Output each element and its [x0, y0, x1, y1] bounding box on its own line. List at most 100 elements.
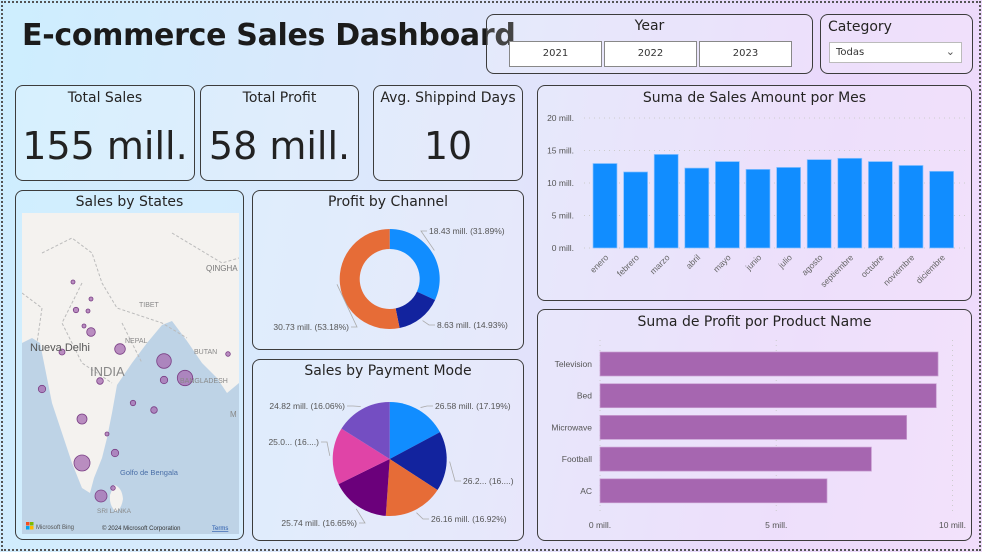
data-label: 25.74 mill. (16.65%): [281, 518, 357, 528]
y-tick-label: Football: [562, 454, 592, 464]
map-bubble: [73, 454, 91, 472]
bar-febrero: [623, 171, 648, 249]
bar-junio: [745, 168, 771, 249]
chart-title: Profit by Channel: [327, 194, 449, 210]
map-bubble: [88, 296, 94, 302]
map-bubble: [110, 485, 116, 491]
label-qinghai: QINGHA: [206, 264, 238, 273]
map-bubble: [156, 353, 172, 369]
bar-enero: [592, 163, 618, 249]
category-selected: Todas: [836, 47, 865, 58]
profit-by-channel-card: Profit by Channel 18.43 mill. (31.89%) 8.…: [252, 190, 524, 350]
map-copyright: © 2024 Microsoft Corporation: [102, 525, 180, 532]
slice-0: [389, 402, 440, 459]
data-label: 8.63 mill. (14.93%): [437, 320, 508, 330]
kpi-value: 155 mill.: [22, 124, 188, 168]
bar-Football: [599, 446, 872, 472]
slice-1: [395, 291, 436, 329]
kpi-value: 58 mill.: [208, 124, 351, 168]
leader-line: [355, 508, 366, 524]
data-label: 25.0... (16....): [268, 437, 319, 447]
x-tick-label: junio: [743, 252, 764, 273]
kpi-total-sales: Total Sales 155 mill.: [15, 85, 195, 181]
kpi-total-profit: Total Profit 58 mill.: [200, 85, 359, 181]
y-tick-label: 0 mill.: [552, 243, 574, 253]
y-tick-label: Bed: [577, 391, 592, 401]
terms-link[interactable]: Terms: [212, 526, 228, 532]
data-label: 26.2... (16....): [463, 476, 514, 486]
slice-1: [389, 432, 447, 491]
map-bubble: [86, 327, 96, 337]
bar-mayo: [715, 161, 740, 249]
page-title: E-commerce Sales Dashboard: [22, 18, 516, 53]
x-tick-label: septiembre: [818, 252, 855, 289]
label-tibet: TIBET: [139, 302, 160, 309]
x-tick-label: febrero: [615, 252, 641, 278]
leader-line: [420, 230, 435, 251]
leader-line: [416, 512, 429, 520]
kpi-avg-shipping-days: Avg. Shippind Days 10: [373, 85, 523, 181]
year-slicer: Year 2021 2022 2023: [486, 14, 813, 74]
sales-by-month-chart: 0 mill. 5 mill. 10 mill. 15 mill. 20 mill. en…: [547, 113, 968, 289]
x-tick-label: 0 mill.: [589, 520, 611, 530]
x-tick-label: mayo: [711, 252, 733, 274]
bar-Bed: [599, 383, 937, 409]
bar-diciembre: [929, 170, 954, 249]
map-bubble: [150, 406, 158, 414]
year-option-2021[interactable]: 2021: [509, 41, 602, 67]
y-tick-label: Television: [555, 359, 593, 369]
bar-octubre: [868, 161, 893, 249]
y-tick-label: AC: [580, 486, 592, 496]
label-bangladesh: BANGLADESH: [180, 378, 228, 385]
map[interactable]: Nueva Delhi INDIA TIBET NEPAL BUTAN BANG…: [22, 213, 239, 534]
label-india: INDIA: [90, 364, 125, 379]
category-dropdown[interactable]: Todas ⌄: [829, 42, 962, 63]
x-tick-label: agosto: [799, 252, 824, 277]
label-nepal: NEPAL: [125, 338, 148, 345]
label-golfo-de-bengala: Golfo de Bengala: [120, 468, 179, 477]
x-tick-label: diciembre: [914, 252, 947, 285]
sales-by-month-card: Suma de Sales Amount por Mes 0 mill. 5 mi…: [537, 85, 972, 301]
leader-line: [420, 405, 433, 408]
data-label: 18.43 mill. (31.89%): [429, 226, 505, 236]
label-butan: BUTAN: [194, 349, 217, 356]
y-tick-label: 20 mill.: [547, 113, 574, 123]
y-tick-label: 5 mill.: [552, 211, 574, 221]
map-bubble: [58, 348, 66, 356]
chart-title: Suma de Sales Amount por Mes: [642, 90, 867, 106]
data-label: 26.16 mill. (16.92%): [431, 514, 507, 524]
year-option-2022[interactable]: 2022: [604, 41, 697, 67]
leader-line: [422, 320, 435, 326]
map-bubble: [37, 384, 47, 394]
bar-Microwave: [599, 415, 908, 440]
microsoft-logo-icon: [26, 522, 34, 530]
year-slicer-title: Year: [634, 18, 665, 34]
slice-2: [339, 229, 400, 329]
x-tick-label: octubre: [859, 252, 886, 279]
map-bubble: [85, 308, 91, 314]
slice-2: [385, 459, 438, 516]
map-bubble: [110, 448, 120, 458]
map-bubble: [225, 351, 231, 357]
y-tick-label: Microwave: [551, 422, 592, 432]
sales-by-states-map-card: Sales by States Nueva Delhi INDIA TIBET …: [15, 190, 244, 540]
leader-line: [321, 441, 331, 456]
map-bubble: [94, 489, 108, 503]
map-bubble: [129, 399, 137, 407]
data-label: 24.82 mill. (16.06%): [269, 401, 345, 411]
sales-by-payment-mode-pie: 26.58 mill. (17.19%) 26.2... (16....) 26.1…: [268, 401, 514, 528]
map-bubble: [76, 413, 88, 425]
x-tick-label: enero: [588, 252, 611, 275]
chevron-down-icon: ⌄: [945, 45, 955, 58]
slice-4: [332, 428, 390, 485]
profit-by-product-card: Suma de Profit por Product Name 0 mill. 5…: [537, 309, 972, 541]
x-tick-label: noviembre: [881, 252, 916, 287]
borders: [22, 232, 239, 384]
year-option-2023[interactable]: 2023: [699, 41, 792, 67]
bar-Television: [599, 351, 939, 377]
land: [22, 213, 239, 493]
kpi-value: 10: [423, 124, 473, 168]
kpi-label: Total Sales: [67, 90, 143, 106]
kpi-label: Total Profit: [242, 90, 317, 106]
profit-by-channel-donut: 18.43 mill. (31.89%) 8.63 mill. (14.93%) 3…: [273, 226, 508, 332]
